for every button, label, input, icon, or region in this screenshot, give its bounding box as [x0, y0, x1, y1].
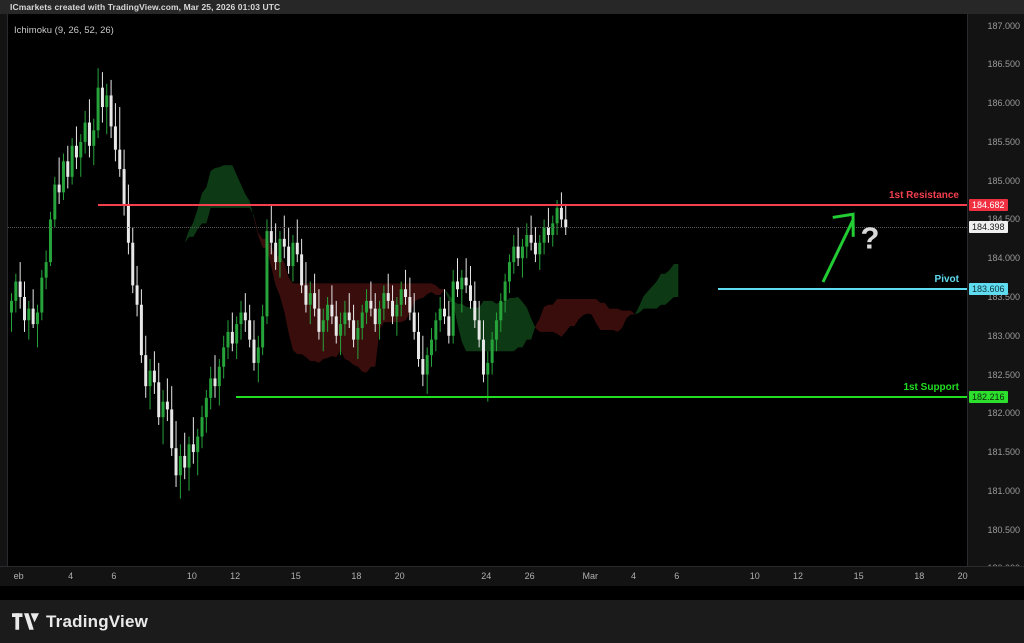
- time-tick-label: 12: [230, 571, 241, 581]
- level-line-1st-resistance[interactable]: [98, 204, 967, 207]
- attribution-text: ICmarkets created with TradingView.com, …: [10, 2, 281, 12]
- price-axis[interactable]: 187.000 186.500 186.000 185.500 185.000 184.5…: [967, 14, 1024, 580]
- price-badge[interactable]: 184.398: [969, 221, 1008, 234]
- price-badge[interactable]: 182.216: [969, 390, 1008, 403]
- price-tick-label: 180.500: [987, 524, 1020, 535]
- indicator-legend[interactable]: Ichimoku (9, 26, 52, 26): [14, 25, 114, 36]
- time-tick-label: 26: [524, 571, 535, 581]
- time-tick-label: 4: [631, 571, 637, 581]
- time-axis[interactable]: eb4610121518202426Mar461012151820242629A…: [0, 566, 1024, 586]
- last-price-gridline: [8, 227, 967, 229]
- time-tick-label: 24: [481, 571, 492, 581]
- time-tick-label: 6: [674, 571, 680, 581]
- time-tick-label: eb: [13, 571, 24, 581]
- up-arrow-annotation[interactable]: [813, 204, 873, 294]
- tradingview-logo[interactable]: TradingView: [0, 612, 148, 632]
- time-tick-label: 18: [351, 571, 362, 581]
- price-tick-label: 182.000: [987, 408, 1020, 419]
- price-tick-label: 185.500: [987, 136, 1020, 147]
- time-tick-label: 12: [793, 571, 804, 581]
- price-tick-label: 181.000: [987, 485, 1020, 496]
- level-label-1st-support: 1st Support: [903, 381, 959, 393]
- price-tick-label: 185.000: [987, 175, 1020, 186]
- time-tick-label: 6: [111, 571, 117, 581]
- time-tick-label: 10: [186, 571, 197, 581]
- price-tick-label: 186.500: [987, 59, 1020, 70]
- time-tick-label: 4: [68, 571, 74, 581]
- price-tick-label: 182.500: [987, 369, 1020, 380]
- time-tick-label: Mar: [582, 571, 598, 581]
- attribution-bar: ICmarkets created with TradingView.com, …: [0, 0, 1024, 14]
- level-line-pivot[interactable]: [718, 287, 967, 290]
- chart-canvas[interactable]: Ichimoku (9, 26, 52, 26) 1st Resistance P…: [0, 14, 1024, 600]
- time-tick-label: 15: [853, 571, 864, 581]
- tradingview-mark-icon: [12, 613, 39, 630]
- time-tick-label: 18: [914, 571, 925, 581]
- candlestick-series: [10, 68, 679, 499]
- price-tick-label: 184.000: [987, 253, 1020, 264]
- time-tick-label: 10: [749, 571, 760, 581]
- price-tick-label: 181.500: [987, 447, 1020, 458]
- price-plot[interactable]: 1st Resistance Pivot 1st Support ?: [8, 14, 967, 580]
- price-tick-label: 187.000: [987, 20, 1020, 31]
- time-tick-label: 20: [394, 571, 405, 581]
- price-badge[interactable]: 184.682: [969, 199, 1008, 212]
- left-axis-border: [0, 14, 8, 580]
- time-tick-label: 15: [290, 571, 301, 581]
- price-tick-label: 183.000: [987, 330, 1020, 341]
- branding-bar: TradingView: [0, 600, 1024, 643]
- level-label-1st-resistance: 1st Resistance: [888, 190, 959, 202]
- price-badge[interactable]: 183.606: [969, 282, 1008, 295]
- level-line-1st-support[interactable]: [236, 395, 967, 398]
- price-tick-label: 183.500: [987, 292, 1020, 302]
- price-tick-label: 186.000: [987, 98, 1020, 109]
- price-tick-label: 184.500: [987, 214, 1020, 225]
- tradingview-wordmark: TradingView: [46, 611, 149, 631]
- time-tick-label: 20: [957, 571, 968, 581]
- question-mark-annotation[interactable]: ?: [860, 220, 880, 256]
- level-label-pivot: Pivot: [934, 273, 959, 285]
